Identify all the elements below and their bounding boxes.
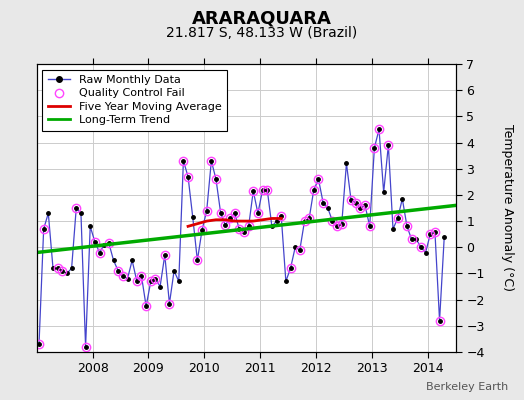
Y-axis label: Temperature Anomaly (°C): Temperature Anomaly (°C) xyxy=(501,124,515,292)
Text: 21.817 S, 48.133 W (Brazil): 21.817 S, 48.133 W (Brazil) xyxy=(167,26,357,40)
Legend: Raw Monthly Data, Quality Control Fail, Five Year Moving Average, Long-Term Tren: Raw Monthly Data, Quality Control Fail, … xyxy=(42,70,227,131)
Text: Berkeley Earth: Berkeley Earth xyxy=(426,382,508,392)
Text: ARARAQUARA: ARARAQUARA xyxy=(192,10,332,28)
